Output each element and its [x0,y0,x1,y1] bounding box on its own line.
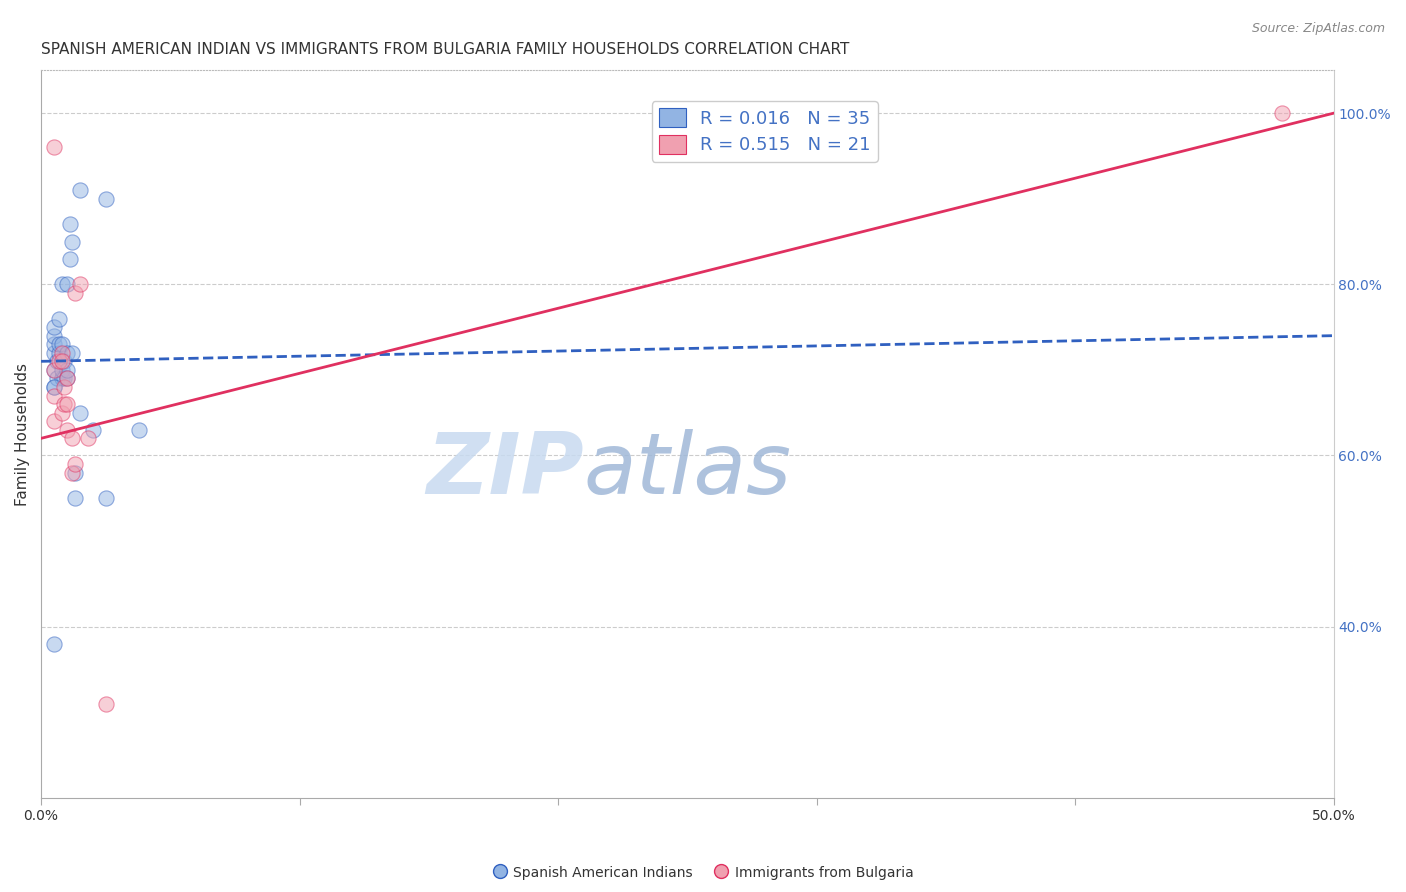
Point [82,423,104,437]
Legend: Spanish American Indians, Immigrants from Bulgaria: Spanish American Indians, Immigrants fro… [486,860,920,885]
Point [53,354,76,368]
Point [128,423,150,437]
Point [56,371,79,385]
Point [56,277,79,292]
Text: ZIP: ZIP [426,429,583,512]
Point [94,697,117,711]
Point [63,466,86,480]
Point [53,397,76,411]
Point [56,345,79,359]
Point [42,380,65,394]
Point [69,406,91,420]
Point [51,371,73,385]
Point [1271,106,1294,120]
Point [51,345,73,359]
Point [69,183,91,197]
Point [48,354,70,368]
Point [45,371,67,385]
Point [69,277,91,292]
Point [42,380,65,394]
Point [60,345,83,359]
Point [76,431,98,445]
Point [58,252,80,266]
Point [42,388,65,402]
Point [63,457,86,471]
Point [56,397,79,411]
Point [42,637,65,651]
Text: Source: ZipAtlas.com: Source: ZipAtlas.com [1251,22,1385,36]
Point [56,363,79,377]
Point [48,337,70,351]
Point [94,192,117,206]
Point [42,328,65,343]
Point [42,345,65,359]
Text: atlas: atlas [583,429,792,512]
Point [51,363,73,377]
Point [48,311,70,326]
Point [63,285,86,300]
Point [45,354,67,368]
Legend: R = 0.016   N = 35, R = 0.515   N = 21: R = 0.016 N = 35, R = 0.515 N = 21 [651,102,879,161]
Text: SPANISH AMERICAN INDIAN VS IMMIGRANTS FROM BULGARIA FAMILY HOUSEHOLDS CORRELATIO: SPANISH AMERICAN INDIAN VS IMMIGRANTS FR… [41,42,849,57]
Point [60,431,83,445]
Point [56,423,79,437]
Point [42,363,65,377]
Point [51,354,73,368]
Point [42,140,65,154]
Point [48,345,70,359]
Point [63,491,86,506]
Point [58,218,80,232]
Point [60,466,83,480]
Point [56,371,79,385]
Point [51,277,73,292]
Point [51,406,73,420]
Point [51,337,73,351]
Point [42,363,65,377]
Point [94,491,117,506]
Point [42,337,65,351]
Point [42,320,65,334]
Point [42,414,65,428]
Point [53,380,76,394]
Point [60,235,83,249]
Y-axis label: Family Households: Family Households [15,362,30,506]
Point [53,371,76,385]
